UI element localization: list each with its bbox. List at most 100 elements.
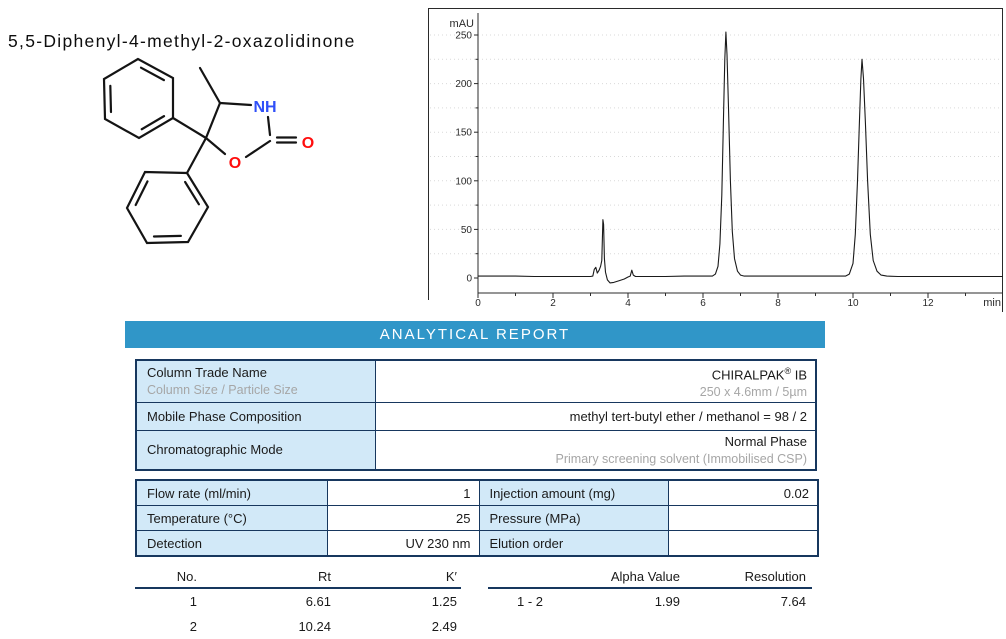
oxygen-atom-label: O [302,135,314,152]
peak-kprime: 1.25 [431,594,457,609]
pair-header [488,565,572,589]
column-trade-name-value-cell: CHIRALPAK® IB 250 x 4.6mm / 5µm [375,359,817,403]
label-text: Mobile Phase Composition [147,408,302,424]
detection-label-cell: Detection [135,530,328,557]
alpha-value: 1.99 [654,594,680,609]
peak-results-table: No. Rt K′ 1 6.61 1.25 2 10.24 2.49 [135,565,461,639]
column-info-table: Column Trade Name Column Size / Particle… [135,359,817,471]
x-axis-unit-label: min [983,297,1001,309]
x-tick-label: 12 [922,298,934,309]
x-tick-label: 10 [847,298,859,309]
ring-double-bond [152,234,182,238]
tick-labels: 0 50 100 150 200 250 0 2 4 6 8 10 12 mAU min [450,18,1001,309]
y-tick-label: 50 [461,225,473,236]
pressure-label-cell: Pressure (MPa) [478,505,669,531]
resolution-value: 7.64 [780,594,806,609]
bond [204,136,227,156]
ring-double-bond [134,180,149,207]
table-row: Mobile Phase Composition methyl tert-but… [135,402,817,431]
y-tick-label: 100 [455,176,472,187]
alpha-value-header: Alpha Value [572,565,692,589]
table-header-row: No. Rt K′ [135,565,461,589]
table-row: Flow rate (ml/min) 1 Injection amount (m… [135,479,819,506]
chromatogram-panel: 0 50 100 150 200 250 0 2 4 6 8 10 12 mAU min [428,8,1003,312]
rt-header: Rt [245,565,375,589]
bond [198,66,222,105]
bonds [102,57,298,245]
chromatographic-mode-label-cell: Chromatographic Mode [135,430,376,471]
phenyl-ring [102,57,175,140]
column-trade-name-label-cell: Column Trade Name Column Size / Particle… [135,359,376,403]
plot-frame [428,8,1003,312]
value-subtext: Primary screening solvent (Immobilised C… [555,451,807,466]
elution-order-value-cell [667,530,819,557]
gridlines [430,34,1001,255]
separation-results-table: Alpha Value Resolution 1 - 2 1.99 7.64 [488,565,812,614]
y-tick-label: 250 [455,31,472,42]
value-subtext: 250 x 4.6mm / 5µm [699,385,807,400]
y-axis-unit-label: mAU [450,18,475,30]
label-text: Chromatographic Mode [147,442,283,457]
x-tick-label: 0 [475,298,481,309]
detection-value-cell: UV 230 nm [326,530,480,557]
ring-double-bond [140,115,166,131]
x-tick-label: 2 [550,298,556,309]
peak-no: 2 [189,619,197,634]
compound-name: 5,5-Diphenyl-4-methyl-2-oxazolidinone [8,31,356,51]
bond [218,101,253,107]
oxygen-atom-label: O [229,155,241,172]
ring-double-bond [109,84,113,114]
molecule-structure-drawing: NH O O [55,50,345,260]
bond [204,101,222,140]
bond [266,115,272,137]
value-text: CHIRALPAK® IB [384,362,807,384]
x-tick-label: 6 [700,298,706,309]
no-header: No. [135,565,245,589]
table-row: Column Trade Name Column Size / Particle… [135,359,817,403]
table-row: Chromatographic Mode Normal Phase Primar… [135,430,817,471]
report-title-bar: ANALYTICAL REPORT [125,321,825,348]
peak-kprime: 2.49 [431,619,457,634]
peak-rt: 6.61 [305,594,331,609]
bond [244,139,272,159]
mobile-phase-label-cell: Mobile Phase Composition [135,402,376,431]
value-main: CHIRALPAK [711,367,785,383]
chromatogram-trace [477,31,1003,284]
bond [171,116,208,140]
nitrogen-atom-label: NH [253,99,276,116]
registered-mark: ® [784,365,792,376]
temperature-label-cell: Temperature (°C) [135,505,328,531]
flow-rate-value-cell: 1 [326,479,480,506]
peak-rt: 10.24 [298,619,331,634]
injection-amount-value-cell: 0.02 [667,479,819,506]
axes [474,13,1003,298]
phenyl-ring [125,170,210,245]
label-text: Column Trade Name [147,365,267,380]
resolution-header: Resolution [692,565,812,589]
peak-pair: 1 - 2 [516,594,543,609]
y-tick-label: 150 [455,128,472,139]
table-row: 2 10.24 2.49 [135,614,461,639]
chromatogram-svg: 0 50 100 150 200 250 0 2 4 6 8 10 12 mAU min [428,8,1003,312]
table-row: 1 6.61 1.25 [135,588,461,614]
x-tick-label: 8 [775,298,781,309]
value-text: methyl tert-butyl ether / methanol = 98 … [569,408,807,424]
y-tick-label: 200 [455,79,472,90]
ring-double-bond [184,180,200,206]
flow-rate-label-cell: Flow rate (ml/min) [135,479,328,506]
mobile-phase-value-cell: methyl tert-butyl ether / methanol = 98 … [375,402,817,431]
injection-amount-label-cell: Injection amount (mg) [478,479,669,506]
chromatographic-mode-value-cell: Normal Phase Primary screening solvent (… [375,430,817,471]
kprime-header: K′ [375,565,461,589]
y-tick-label: 0 [466,274,472,285]
bond [185,136,208,175]
peak-no: 1 [189,594,197,609]
conditions-table: Flow rate (ml/min) 1 Injection amount (m… [135,479,819,557]
ring-double-bond [139,66,166,82]
table-row: Detection UV 230 nm Elution order [135,530,819,557]
x-tick-label: 4 [625,298,631,309]
value-text: Normal Phase [724,433,807,449]
table-header-row: Alpha Value Resolution [488,565,812,589]
molecule-svg: NH O O [102,57,317,245]
